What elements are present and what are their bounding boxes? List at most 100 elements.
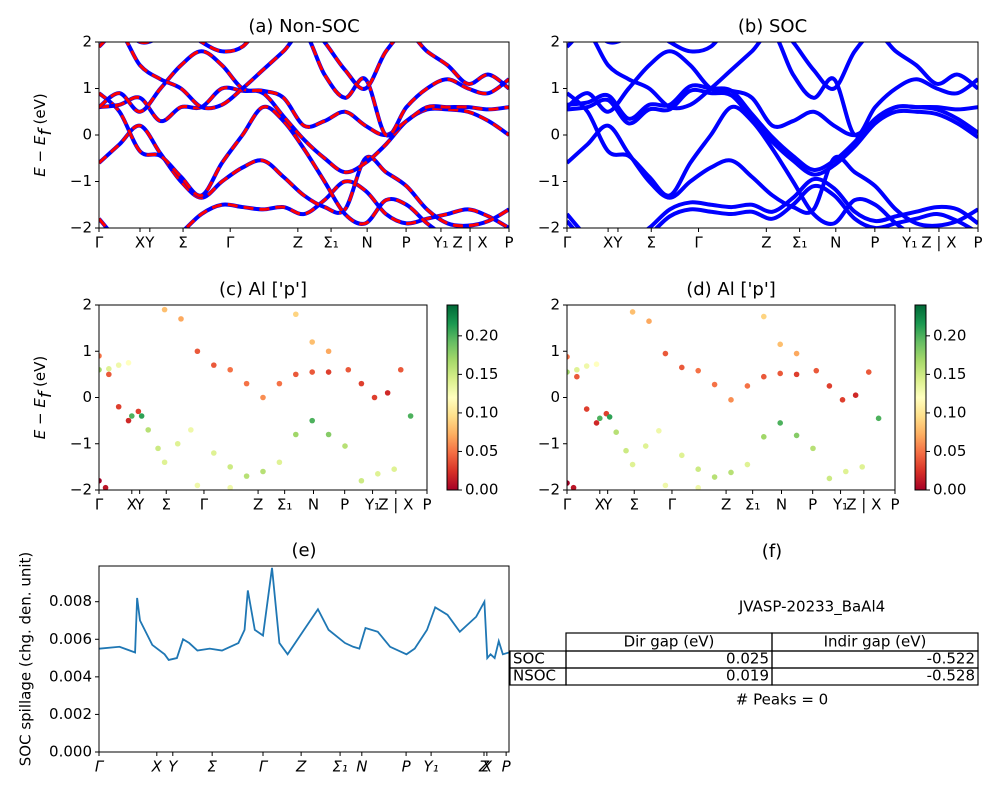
projected-point [826, 475, 833, 482]
colorbar-tick-label: 0.00 [933, 481, 966, 499]
plot-area [99, 567, 509, 661]
band-line [603, 42, 978, 91]
colorbar-tick-label: 0.10 [933, 403, 966, 421]
spillage-line [99, 567, 509, 661]
projected-point [407, 413, 414, 419]
projected-point [260, 468, 266, 475]
x-tick-label: P [340, 496, 349, 514]
projected-point [276, 380, 283, 387]
band-line [567, 42, 978, 138]
projected-point [875, 415, 882, 422]
projected-point [695, 484, 701, 490]
x-tick-label: Γ [200, 496, 209, 514]
x-tick-label: P [870, 234, 879, 252]
panel-title: (a) Non-SOC [248, 16, 359, 37]
y-axis-label-part: E − E [31, 398, 49, 440]
panel-title: (c) Al ['p'] [219, 279, 307, 300]
colorbar [446, 304, 459, 491]
y-tick-label: 2 [82, 33, 92, 51]
y-tick-label: −1 [538, 434, 560, 452]
y-axis-label: E − Ef (eV) [31, 356, 57, 439]
projected-point [646, 318, 652, 324]
projected-point [777, 420, 783, 426]
projected-point [662, 482, 669, 489]
row-label: NSOC [513, 667, 556, 685]
projected-point [574, 373, 580, 380]
projected-point [761, 373, 767, 380]
y-tick-label: −2 [70, 219, 92, 237]
projected-point [174, 440, 181, 447]
projected-point [777, 370, 783, 377]
band-line [99, 85, 509, 175]
projected-point [777, 341, 783, 348]
axes-frame [98, 565, 510, 753]
x-tick-label: Z | X [378, 496, 413, 514]
projected-point [397, 366, 404, 373]
projected-point [583, 363, 590, 369]
y-axis-label-part: (eV) [31, 93, 49, 129]
y-tick-label: 1 [82, 342, 92, 360]
x-tick-label: Y [602, 496, 613, 514]
plot-area [567, 42, 978, 228]
column-header: Dir gap (eV) [624, 633, 715, 651]
x-tick-label: X [481, 758, 493, 776]
projected-point [99, 353, 102, 359]
panel: (d) Al ['p'] Γ XY Σ Γ Z Σ₁ N P Y₁Z | X P −2 −1 0 1 2 0.0… [538, 279, 967, 514]
projected-point [728, 397, 734, 403]
x-tick-label: X [151, 758, 163, 776]
projected-point [593, 420, 600, 426]
panel-title: (b) SOC [738, 16, 807, 37]
projected-point [761, 313, 767, 320]
projected-point [662, 350, 669, 357]
x-tick-label: X [603, 234, 613, 252]
y-axis-label: SOC spillage (chg. den. unit) [17, 552, 35, 767]
projected-point [629, 461, 636, 468]
projected-point [325, 431, 332, 438]
y-tick-label: 0.002 [49, 705, 92, 723]
y-tick-label: 0 [550, 126, 560, 144]
projected-point [325, 369, 332, 375]
y-tick-label: 0 [550, 388, 560, 406]
band-line [567, 87, 978, 177]
projected-point [567, 354, 570, 360]
y-tick-label: −2 [538, 481, 560, 499]
projected-point [211, 362, 217, 368]
y-tick-label: 0.000 [49, 743, 92, 761]
projected-point [371, 394, 378, 401]
x-tick-label: X [135, 234, 145, 252]
projected-point [813, 367, 820, 374]
x-tick-label: Z [293, 234, 303, 252]
x-tick-label: Σ₁ [323, 234, 339, 252]
y-axis-label-part: (eV) [31, 356, 49, 392]
x-tick-label: Γ [668, 496, 677, 514]
table-value: 0.019 [726, 667, 769, 685]
projected-point [345, 366, 352, 373]
band-line-overlay [99, 91, 436, 228]
panel: (b) SOC Γ X Y Σ Γ Z Σ₁ N P Y₁ Z | X P −2 −1 0 1 2 [538, 16, 983, 252]
projected-point [99, 477, 102, 484]
projected-point [656, 428, 662, 434]
projected-point [155, 445, 161, 452]
projected-point [606, 414, 613, 420]
axes-frame [566, 41, 979, 229]
projected-point [679, 452, 685, 459]
projected-point [826, 383, 833, 389]
projected-point [859, 464, 865, 470]
projected-point [293, 371, 299, 378]
x-tick-label: Σ [207, 758, 217, 776]
projected-point [125, 417, 132, 424]
x-tick-label: N [356, 758, 367, 776]
panel: (a) Non-SOC Γ X Y Σ Γ Z Σ₁ N P Y₁ Z | X P −2 −1 0 1 2 E − … [31, 16, 514, 252]
projected-point [161, 459, 168, 466]
projected-point [188, 427, 194, 433]
projected-point [728, 469, 734, 476]
projected-point [115, 362, 122, 368]
projected-point [384, 390, 391, 396]
projected-point [138, 413, 145, 419]
band-line [567, 91, 906, 228]
y-axis-label-part: f [35, 127, 56, 136]
x-tick-label: Σ₁ [745, 496, 761, 514]
column-header: Indir gap (eV) [824, 633, 927, 651]
panel-title: (d) Al ['p'] [686, 279, 776, 300]
projected-point [623, 447, 629, 454]
